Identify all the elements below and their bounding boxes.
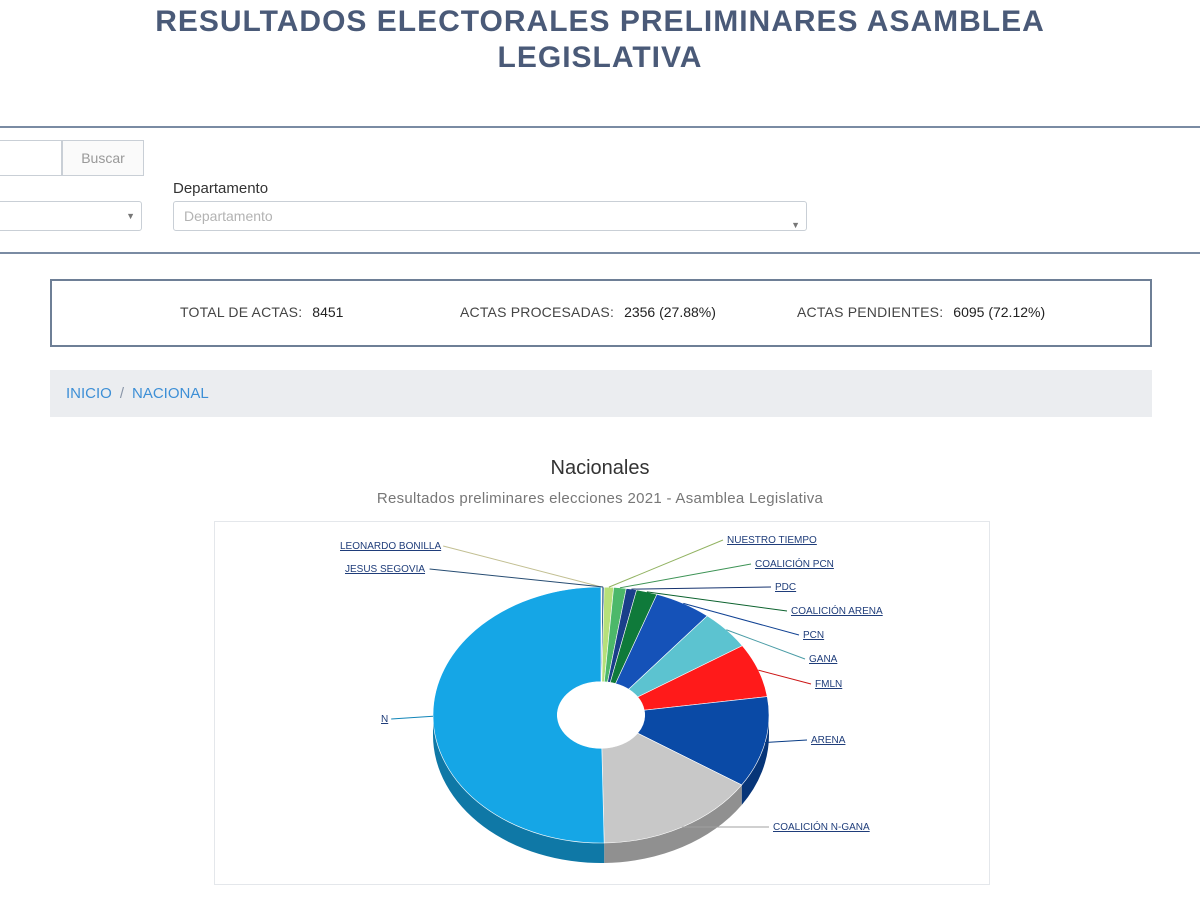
selection-dropdown[interactable]: ▼ [0,201,142,231]
pie-label-arena[interactable]: ARENA [811,735,846,746]
stat-pending-value: 6095 (72.12%) [953,304,1045,320]
stat-processed-value: 2356 (27.88%) [624,304,716,320]
pie-leader-fmln [758,670,811,684]
page-title-line2: LEGISLATIVA [0,40,1200,76]
chevron-down-icon: ▼ [126,211,135,221]
breadcrumb-current[interactable]: NACIONAL [132,385,209,402]
stat-total-value: 8451 [312,304,343,320]
pie-leader-coalicion-pcn [620,564,751,588]
donut-hole [557,693,645,737]
filter-panel: Buscar ▼ Departamento Departamento ▼ [0,126,1200,254]
pie-leader-n [391,716,433,719]
pie-label-leonardo-bonilla[interactable]: LEONARDO BONILLA [340,541,441,552]
pie-leader-nuestro-tiempo [609,540,723,587]
pie-label-gana[interactable]: GANA [809,654,838,665]
department-select[interactable]: Departamento ▼ [173,201,807,231]
stat-processed-label: ACTAS PROCESADAS: [460,304,614,320]
page-title-line1: RESULTADOS ELECTORALES PRELIMINARES ASAM… [0,4,1200,40]
pie-label-coalicion-arena[interactable]: COALICIÓN ARENA [791,604,883,617]
stat-total: TOTAL DE ACTAS: 8451 [180,304,343,320]
search-button[interactable]: Buscar [62,140,144,176]
stat-processed: ACTAS PROCESADAS: 2356 (27.88%) [460,304,716,320]
pie-label-n[interactable]: N [381,714,388,725]
search-input[interactable] [0,140,62,176]
actas-summary: TOTAL DE ACTAS: 8451 ACTAS PROCESADAS: 235… [50,279,1152,347]
department-label: Departamento [173,180,268,197]
stat-pending-label: ACTAS PENDIENTES: [797,304,943,320]
breadcrumb: INICIO / NACIONAL [50,370,1152,417]
stat-pending: ACTAS PENDIENTES: 6095 (72.12%) [797,304,1045,320]
pie-label-nuestro-tiempo[interactable]: NUESTRO TIEMPO [727,535,817,546]
breadcrumb-separator: / [120,385,124,402]
pie-label-pdc[interactable]: PDC [775,582,796,593]
pie-label-coalicion-n-gana[interactable]: COALICIÓN N-GANA [773,820,870,833]
pie-leader-arena [765,740,807,743]
chart-container: LEONARDO BONILLA JESUS SEGOVIA NUESTRO TIE… [214,521,990,885]
pie-label-fmln[interactable]: FMLN [815,679,842,690]
pie-leader-pdc [631,587,771,589]
department-placeholder: Departamento [184,208,273,224]
pie-label-jesus-segovia[interactable]: JESUS SEGOVIA [345,564,425,575]
chart-subtitle: Resultados preliminares elecciones 2021 … [0,490,1200,507]
stat-total-label: TOTAL DE ACTAS: [180,304,302,320]
pie-chart: LEONARDO BONILLA JESUS SEGOVIA NUESTRO TIE… [215,522,989,884]
pie-label-pcn[interactable]: PCN [803,630,824,641]
pie-leader-jesus-segovia [430,569,604,587]
page-title: RESULTADOS ELECTORALES PRELIMINARES ASAM… [0,4,1200,76]
pie-label-coalicion-pcn[interactable]: COALICIÓN PCN [755,557,834,570]
chart-title: Nacionales [0,457,1200,480]
breadcrumb-home[interactable]: INICIO [66,385,112,402]
pie-leader-leonardo-bonilla [443,546,601,587]
chevron-down-icon: ▼ [791,211,800,239]
